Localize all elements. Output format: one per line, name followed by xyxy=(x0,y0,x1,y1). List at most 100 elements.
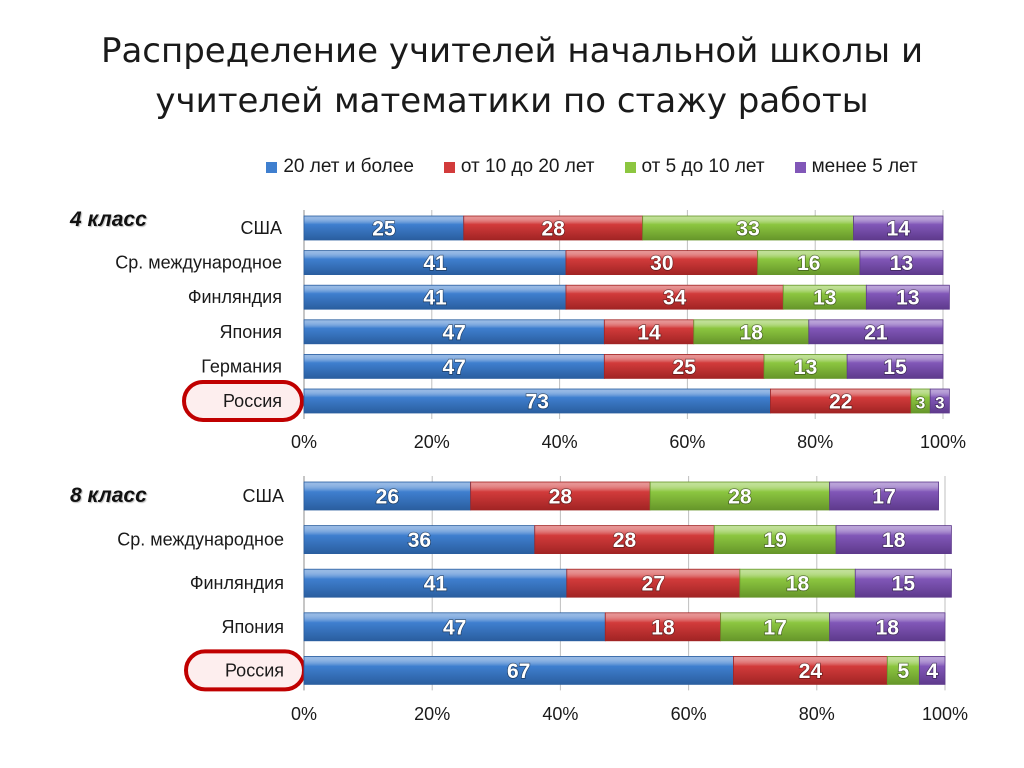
legend-item-1: от 10 до 20 лет xyxy=(443,156,595,178)
data-label: 28 xyxy=(549,486,573,509)
data-label: 47 xyxy=(443,616,466,639)
legend-item-0: 20 лет и более xyxy=(266,156,414,178)
data-label: 27 xyxy=(642,573,665,596)
data-label: 18 xyxy=(786,573,810,596)
bar-segment xyxy=(859,250,944,276)
category-label: Германия xyxy=(201,356,282,376)
bar-segment xyxy=(808,319,944,345)
bar-segment xyxy=(463,215,644,241)
x-tick-label: 20% xyxy=(414,704,450,724)
x-tick-label: 80% xyxy=(797,432,833,452)
bar-segment xyxy=(835,525,952,554)
bar-segment xyxy=(782,284,867,310)
chart-title: Распределение учителей начальной школы и… xyxy=(0,26,1024,126)
data-label: 17 xyxy=(872,486,895,509)
bar-segment xyxy=(713,525,837,554)
bar-segment xyxy=(303,388,771,414)
legend-swatch-0 xyxy=(266,161,278,173)
data-label: 13 xyxy=(794,356,817,379)
legend-label-3: менее 5 лет xyxy=(811,156,918,177)
data-label: 18 xyxy=(882,529,906,552)
bar-segment xyxy=(303,525,536,554)
category-label: Финляндия xyxy=(190,573,284,593)
data-label: 3 xyxy=(916,394,925,413)
x-tick-label: 100% xyxy=(922,704,968,724)
bar-segment xyxy=(693,319,810,345)
chart-title-line-1: Распределение учителей начальной школы и xyxy=(100,31,924,71)
chart-title-line-2: учителей математики по стажу работы xyxy=(155,81,869,121)
data-label: 21 xyxy=(864,321,888,344)
data-label: 34 xyxy=(663,287,687,310)
category-label: Россия xyxy=(223,391,282,411)
bar-segment xyxy=(829,481,939,511)
panel-label-grade-8: 8 класс xyxy=(70,484,147,507)
data-label: 14 xyxy=(887,218,911,241)
x-tick-label: 40% xyxy=(542,704,578,724)
data-label: 4 xyxy=(926,660,938,683)
bar-segment xyxy=(918,656,946,685)
x-tick-label: 80% xyxy=(799,704,835,724)
data-label: 33 xyxy=(736,218,759,241)
bar-segment xyxy=(565,250,759,276)
x-tick-label: 60% xyxy=(669,432,705,452)
category-label: Япония xyxy=(222,617,285,637)
data-label: 47 xyxy=(442,356,465,379)
bar-segment xyxy=(303,353,605,379)
x-tick-label: 100% xyxy=(920,432,966,452)
bar-segment xyxy=(733,656,888,685)
legend-swatch-2 xyxy=(624,161,636,173)
x-tick-label: 20% xyxy=(414,432,450,452)
data-label: 28 xyxy=(542,218,566,241)
bar-segment xyxy=(739,568,856,598)
category-label: Россия xyxy=(225,660,284,680)
category-label: США xyxy=(242,486,284,506)
data-label: 47 xyxy=(442,321,465,344)
bar-segment xyxy=(303,284,567,310)
data-label: 14 xyxy=(637,321,661,344)
data-label: 19 xyxy=(763,529,786,552)
legend-label-1: от 10 до 20 лет xyxy=(460,156,595,177)
bar-segment xyxy=(303,568,568,598)
data-label: 18 xyxy=(651,616,675,639)
bar-segment xyxy=(757,250,861,276)
data-label: 25 xyxy=(372,218,396,241)
bar-segment xyxy=(846,353,944,379)
data-label: 26 xyxy=(376,486,399,509)
category-label: Ср. международное xyxy=(117,530,284,550)
bar-segment xyxy=(720,612,831,642)
bar-segment xyxy=(303,481,472,511)
bar-segment xyxy=(886,656,920,685)
x-tick-label: 60% xyxy=(671,704,707,724)
bar-segment xyxy=(649,481,831,511)
data-label: 22 xyxy=(829,391,852,414)
data-label: 16 xyxy=(797,252,820,275)
highlight-ring xyxy=(182,380,304,422)
data-label: 36 xyxy=(408,529,431,552)
legend-label-2: от 5 до 10 лет xyxy=(641,156,765,177)
x-tick-label: 40% xyxy=(542,432,578,452)
data-label: 13 xyxy=(890,252,913,275)
data-label: 18 xyxy=(876,616,900,639)
bar-segment xyxy=(534,525,715,554)
data-label: 5 xyxy=(897,660,909,683)
legend-swatch-3 xyxy=(794,161,806,173)
data-label: 28 xyxy=(728,486,752,509)
category-label: Финляндия xyxy=(188,287,282,307)
legend-item-3: менее 5 лет xyxy=(794,156,918,178)
bar-segment xyxy=(770,388,912,414)
data-label: 15 xyxy=(892,573,916,596)
bar-segment xyxy=(565,284,784,310)
bar-segment xyxy=(854,568,952,598)
data-label: 30 xyxy=(650,252,673,275)
data-label: 41 xyxy=(424,573,448,596)
chart-legend: 20 лет и более от 10 до 20 лет от 5 до 1… xyxy=(0,156,1024,178)
data-label: 15 xyxy=(883,356,907,379)
data-label: 13 xyxy=(813,287,836,310)
legend-label-0: 20 лет и более xyxy=(283,156,414,177)
category-label: США xyxy=(240,218,282,238)
x-tick-label: 0% xyxy=(291,704,317,724)
bar-segment xyxy=(865,284,950,310)
bar-segment xyxy=(603,353,765,379)
data-label: 67 xyxy=(507,660,530,683)
